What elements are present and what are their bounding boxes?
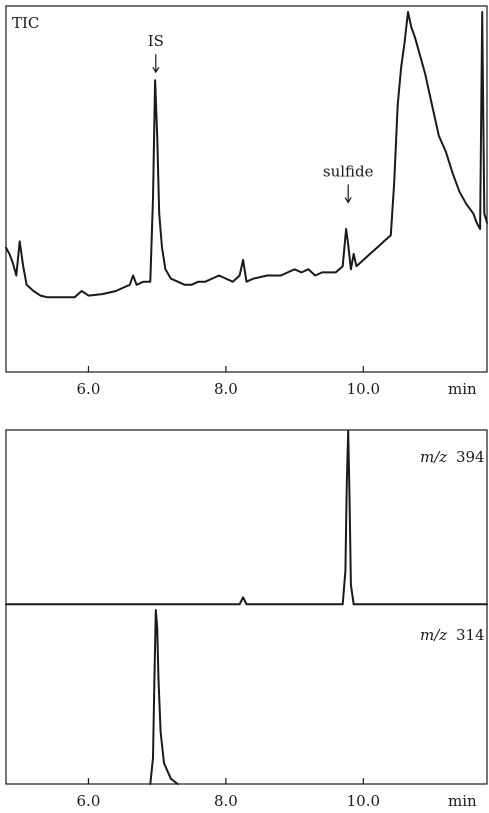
ion-x-tick-label: 8.0 [214,792,238,810]
ion-x-ticks: 6.0 8.0 10.0 [77,778,380,810]
tic-annotations: IS sulfide [148,32,374,204]
ion-x-axis-unit: min [448,792,477,810]
mz314-label: m/z 314 [420,626,485,644]
mz314-label-prefix: m/z [420,626,447,644]
ion-frame [5,429,488,785]
annotation-arrow [152,54,160,74]
tic-x-ticks: 6.0 8.0 10.0 [77,366,380,398]
mz394-label: m/z 394 [420,448,485,466]
tic-label: TIC [12,14,39,32]
tic-frame [5,5,488,373]
mz394-label-value: 394 [456,448,485,466]
tic-x-tick-label: 10.0 [347,380,380,398]
tic-trace-line [5,11,488,299]
ion-x-tick-label: 10.0 [347,792,380,810]
ion-panel: m/z 394 m/z 314 6.0 8.0 10.0 min [5,429,488,810]
tic-x-tick-label: 6.0 [77,380,101,398]
mz314-label-value: 314 [456,626,485,644]
mz314-trace-line [149,609,179,785]
tic-panel: TIC 6.0 8.0 10.0 min IS sulfide [5,5,488,398]
annotation-label: sulfide [323,162,374,180]
tic-x-axis-unit: min [448,380,477,398]
mz394-label-prefix: m/z [420,448,447,466]
mz394-trace-line [5,430,488,606]
tic-x-tick-label: 8.0 [214,380,238,398]
ion-x-tick-label: 6.0 [77,792,101,810]
annotation-arrow [344,184,352,204]
annotation-label: IS [148,32,164,50]
